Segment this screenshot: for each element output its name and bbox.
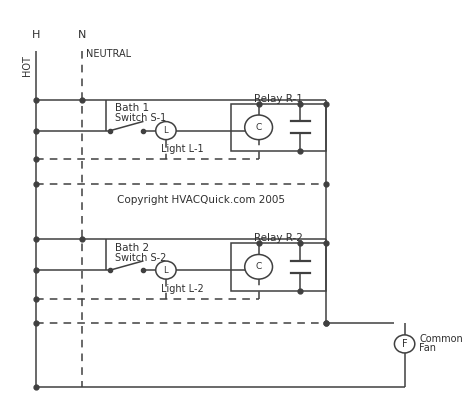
Text: NEUTRAL: NEUTRAL [86, 49, 131, 59]
Text: Copyright HVACQuick.com 2005: Copyright HVACQuick.com 2005 [117, 195, 285, 205]
Text: Light L-2: Light L-2 [161, 284, 204, 294]
Text: Switch S-2: Switch S-2 [115, 253, 166, 263]
Bar [231, 104, 326, 151]
Bar [231, 243, 326, 291]
Text: L: L [164, 126, 168, 135]
Text: Common: Common [419, 334, 463, 344]
Text: H: H [32, 31, 40, 40]
Text: Relay R-1: Relay R-1 [254, 94, 303, 104]
Text: Bath 1: Bath 1 [115, 103, 149, 113]
Text: N: N [78, 31, 87, 40]
Text: HOT: HOT [21, 55, 31, 76]
Text: Bath 2: Bath 2 [115, 242, 149, 252]
Text: F: F [402, 339, 408, 349]
Text: Fan: Fan [419, 343, 437, 353]
Text: C: C [255, 262, 262, 271]
Text: Light L-1: Light L-1 [161, 144, 204, 154]
Text: L: L [164, 266, 168, 275]
Text: C: C [255, 123, 262, 132]
Text: Relay R-2: Relay R-2 [254, 233, 303, 243]
Text: Switch S-1: Switch S-1 [115, 113, 166, 123]
